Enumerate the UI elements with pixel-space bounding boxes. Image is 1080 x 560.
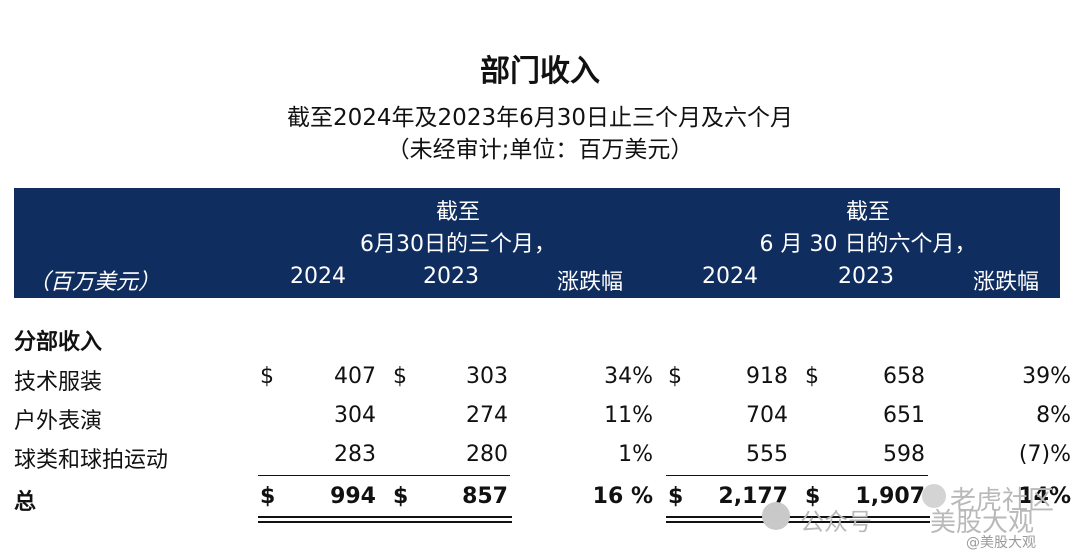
double-rule-h-bottom [666,521,930,523]
q2024-value: 304 [334,403,376,428]
table-row: 球类和球拍运动 283 280 1% 555 598 (7)% [0,442,1080,476]
h2024-value: 918 [746,364,788,389]
q2024-value: 407 [334,364,376,389]
q2024-total: 994 [330,484,376,509]
dollar-sign: $ [393,364,407,389]
section-label: 分部收入 [14,330,103,355]
dollar-sign: $ [805,364,819,389]
col-q-2023: 2023 [423,264,479,289]
q2023-value: 280 [466,442,508,467]
dollar-sign: $ [805,484,821,509]
double-rule-h-top [666,516,930,518]
q-change-value: 1% [618,442,653,467]
unit-subtitle: （未经审计;单位：百万美元） [386,137,694,163]
subtotal-rule-h [666,475,928,476]
total-label: 总 [14,490,37,515]
q2023-value: 274 [466,403,508,428]
subtotal-rule-q [258,475,510,476]
watermark-handle: @美股大观 [966,535,1036,551]
row-label: 技术服装 [14,370,103,395]
q-change-value: 34% [604,364,653,389]
h2024-value: 555 [746,442,788,467]
dollar-sign: $ [393,484,409,509]
h2023-value: 658 [883,364,925,389]
col-h-2024: 2024 [702,264,758,289]
dollar-sign: $ [668,484,684,509]
wechat-logo-icon [762,502,790,530]
h-change-value: (7)% [1018,442,1071,467]
q-change-total: 16 % [592,484,653,509]
double-rule-q-top [258,516,512,518]
h-change-total: 14% [1018,484,1071,509]
h2023-value: 651 [883,403,925,428]
row-label: 球类和球拍运动 [14,448,169,473]
watermark-name: 美股大观 [930,508,1035,538]
group1-line2: 6月30日的三个月， [360,232,556,257]
watermark-wechat: 公众号 [800,508,872,536]
q2023-total: 857 [462,484,508,509]
h2023-value: 598 [883,442,925,467]
q-change-value: 11% [604,403,653,428]
row-label: 户外表演 [14,409,103,434]
community-logo-icon [922,484,946,508]
double-rule-q-bottom [258,521,512,523]
h2023-total: 1,907 [855,484,925,509]
section-row: 分部收入 [0,324,1080,358]
page-title: 部门收入 [480,54,600,89]
table-row: 技术服装 $ 407 $ 303 34% $ 918 $ 658 39% [0,364,1080,398]
dollar-sign: $ [668,364,682,389]
col-q-change: 涨跌幅 [556,270,624,295]
h-change-value: 39% [1022,364,1071,389]
table-row: 户外表演 304 274 11% 704 651 8% [0,403,1080,437]
period-subtitle: 截至2024年及2023年6月30日止三个月及六个月 [287,105,793,131]
q2023-value: 303 [466,364,508,389]
h-change-value: 8% [1036,403,1071,428]
table-header: 截至 6月30日的三个月， 截至 6 月 30 日的六个月， （百万美元） 20… [14,188,1060,298]
group2-line1: 截至 [845,200,891,225]
unit-label: （百万美元） [28,270,161,295]
col-q-2024: 2024 [290,264,346,289]
dollar-sign: $ [260,484,276,509]
h2024-value: 704 [746,403,788,428]
total-row: 总 $ 994 $ 857 16 % $ 2,177 $ 1,907 14% [0,484,1080,518]
col-h-2023: 2023 [838,264,894,289]
dollar-sign: $ [260,364,274,389]
group1-line1: 截至 [435,200,481,225]
col-h-change: 涨跌幅 [972,270,1040,295]
q2024-value: 283 [334,442,376,467]
watermark-community: 老虎社区 [950,486,1055,516]
group2-line2: 6 月 30 日的六个月， [759,232,977,257]
